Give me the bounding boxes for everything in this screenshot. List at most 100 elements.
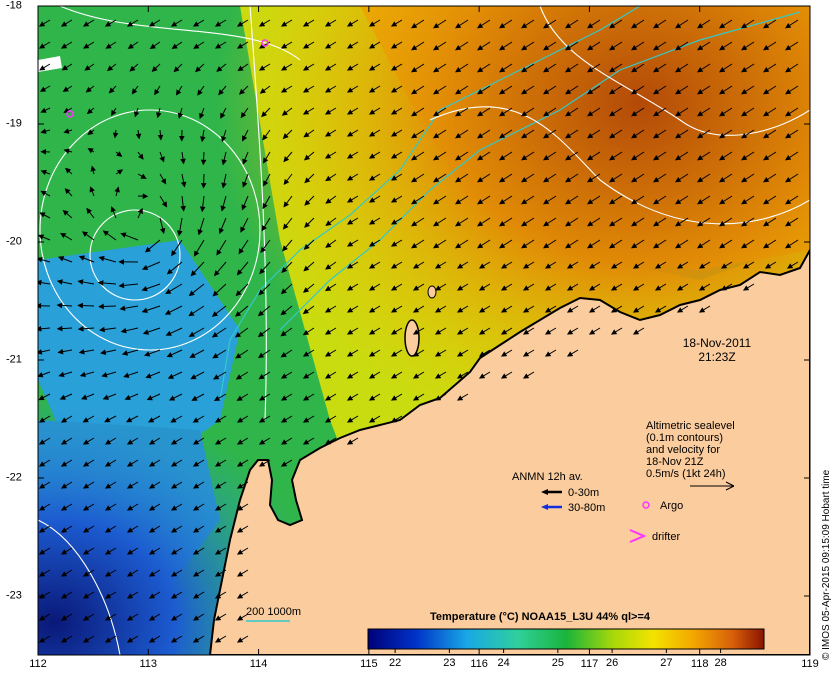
velocity-arrowhead <box>77 279 84 285</box>
velocity-arrowhead <box>522 351 530 357</box>
velocity-arrowhead <box>154 88 160 96</box>
velocity-arrowhead <box>324 329 332 335</box>
velocity-arrowhead <box>324 87 332 93</box>
velocity-arrowhead <box>214 571 222 577</box>
velocity-arrowhead <box>84 65 91 71</box>
velocity-arrowhead <box>38 234 45 240</box>
velocity-arrowhead <box>123 372 130 378</box>
velocity-arrowhead <box>346 175 354 181</box>
velocity-arrowhead <box>786 263 794 269</box>
velocity-arrows <box>38 19 799 643</box>
velocity-arrowhead <box>168 395 176 401</box>
velocity-arrowhead <box>477 242 484 249</box>
colorbar-title: Temperature (°C) NOAA15_L3U 44% ql>=4 <box>430 611 650 623</box>
velocity-arrowhead <box>368 285 376 291</box>
velocity-arrowhead <box>192 615 200 621</box>
velocity-arrowhead <box>167 373 174 379</box>
velocity-arrowhead <box>697 220 704 227</box>
velocity-arrowhead <box>85 86 92 93</box>
velocity-arrowhead <box>77 302 84 309</box>
velocity-arrowhead <box>433 242 440 249</box>
lat-tick-label: -23 <box>6 589 22 602</box>
velocity-arrowhead <box>38 21 46 27</box>
velocity-arrowhead <box>38 615 46 621</box>
velocity-arrowhead <box>302 287 310 293</box>
velocity-arrowhead <box>38 483 46 489</box>
velocity-arrowhead <box>543 132 550 139</box>
velocity-arrowhead <box>543 22 550 29</box>
velocity-arrowhead <box>60 461 68 467</box>
velocity-arrowhead <box>60 549 68 555</box>
altimetry-line-4: 18-Nov 21Z <box>646 456 704 468</box>
velocity-arrowhead <box>38 637 46 643</box>
velocity-arrowhead <box>324 131 332 137</box>
velocity-arrowhead <box>236 395 243 401</box>
velocity-arrowhead <box>261 111 268 118</box>
velocity-arrowhead <box>148 21 156 27</box>
velocity-arrowhead <box>675 198 682 205</box>
velocity-arrowhead <box>324 395 332 401</box>
velocity-arrowhead <box>521 242 528 249</box>
velocity-arrowhead <box>188 290 195 297</box>
velocity-arrowhead <box>170 21 178 27</box>
velocity-arrowhead <box>175 89 182 96</box>
velocity-arrowhead <box>543 88 550 95</box>
velocity-arrowhead <box>455 132 462 139</box>
velocity-arrowhead <box>82 637 90 643</box>
velocity-arrowhead <box>763 198 770 205</box>
velocity-arrowhead <box>587 132 594 139</box>
velocity-arrowhead <box>521 220 528 227</box>
velocity-arrowhead <box>192 439 200 445</box>
velocity-arrowhead <box>177 230 183 237</box>
velocity-arrowhead <box>235 290 242 297</box>
velocity-arrowhead <box>587 220 594 227</box>
colorbar-tick-label: 27 <box>660 657 673 669</box>
velocity-arrowhead <box>218 227 225 235</box>
velocity-arrowhead <box>411 44 418 51</box>
velocity-arrowhead <box>242 135 248 142</box>
velocity-arrowhead <box>171 250 177 257</box>
velocity-arrowhead <box>390 307 398 313</box>
velocity-arrowhead <box>170 549 178 555</box>
velocity-arrowhead <box>785 110 792 117</box>
velocity-arrowhead <box>698 307 706 313</box>
velocity-arrowhead <box>258 439 266 445</box>
velocity-arrowhead <box>697 176 704 183</box>
isobath-1000 <box>219 6 641 401</box>
velocity-arrowhead <box>785 154 792 161</box>
velocity-arrowhead <box>39 65 46 71</box>
isobath-legend-label: 200 1000m <box>246 606 302 618</box>
velocity-arrowhead <box>324 43 332 49</box>
velocity-arrowhead <box>104 483 112 489</box>
velocity-arrowhead <box>190 374 197 380</box>
velocity-arrowhead <box>610 329 618 335</box>
velocity-arrowhead <box>119 305 126 311</box>
velocity-arrowhead <box>411 110 418 117</box>
velocity-arrowhead <box>104 527 112 533</box>
velocity-arrowhead <box>56 279 63 285</box>
velocity-arrowhead <box>214 615 222 621</box>
velocity-arrowhead <box>631 220 638 227</box>
argo-legend-symbol <box>642 501 650 509</box>
velocity-arrowhead <box>302 417 310 423</box>
velocity-arrowhead <box>763 110 770 117</box>
velocity-arrowhead <box>197 229 203 236</box>
velocity-arrowhead <box>368 351 376 357</box>
anmn-deep-label: 30-80m <box>568 502 606 514</box>
velocity-arrowhead <box>259 268 266 275</box>
velocity-arrowhead <box>477 88 484 95</box>
velocity-arrowhead <box>60 21 68 27</box>
velocity-arrowhead <box>631 176 638 183</box>
velocity-arrowhead <box>346 87 354 93</box>
velocity-arrowhead <box>499 110 506 117</box>
velocity-arrowhead <box>434 285 442 291</box>
velocity-arrowhead <box>346 329 354 335</box>
velocity-arrowhead <box>304 221 311 228</box>
velocity-arrowhead <box>785 242 792 249</box>
velocity-arrowhead <box>742 263 750 269</box>
velocity-arrowhead <box>412 329 420 335</box>
velocity-arrowhead <box>433 66 440 73</box>
velocity-arrowhead <box>390 21 398 27</box>
isobath-200 <box>279 11 801 331</box>
